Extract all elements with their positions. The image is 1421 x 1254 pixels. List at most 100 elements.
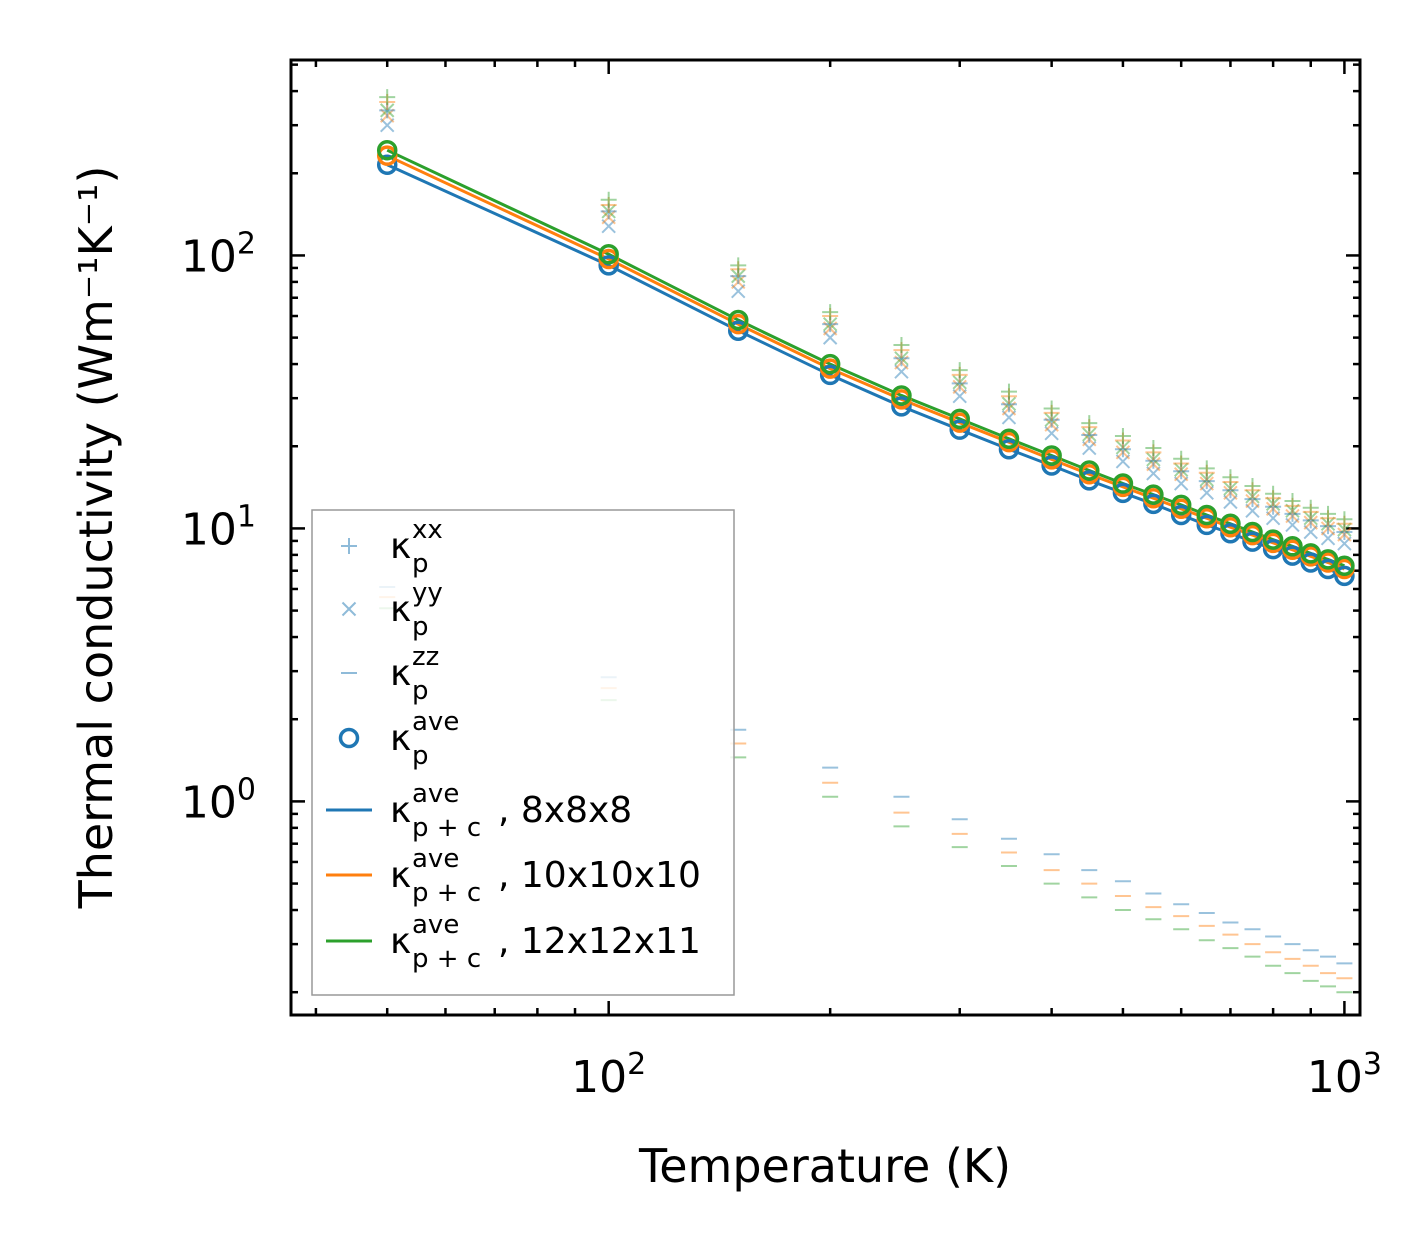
data-point	[1320, 518, 1337, 535]
data-point	[1282, 536, 1303, 557]
data-point	[1284, 493, 1301, 510]
data-point	[1115, 454, 1131, 469]
data-point	[1223, 485, 1238, 501]
data-point	[952, 389, 967, 404]
data-point	[1302, 499, 1319, 516]
data-point	[1145, 440, 1162, 457]
data-point	[1198, 460, 1215, 477]
data-point	[730, 257, 747, 274]
data-point	[1336, 515, 1353, 532]
data-point	[1146, 466, 1161, 481]
legend-label: κave p	[390, 707, 459, 771]
data-point	[1146, 452, 1161, 467]
data-point	[1320, 516, 1336, 531]
data-point	[1222, 482, 1239, 499]
data-point	[1143, 484, 1164, 505]
data-point	[1114, 432, 1131, 449]
data-point	[1081, 415, 1098, 432]
data-point	[1336, 524, 1353, 541]
y-axis-title: Thermal conductivity (Wm⁻¹K⁻¹)	[69, 166, 123, 910]
data-point	[1265, 501, 1281, 517]
legend-entry: κave p + c, 8x8x8	[326, 779, 632, 843]
data-point	[1223, 481, 1238, 496]
data-point	[951, 366, 968, 383]
data-point	[891, 396, 912, 417]
data-point	[951, 375, 968, 392]
tick-labels: 102 103 100 101 102	[181, 226, 1382, 1103]
data-point	[1000, 383, 1017, 400]
data-point	[1334, 565, 1355, 587]
data-point	[379, 93, 396, 110]
data-point	[1145, 444, 1162, 461]
legend-marker-swatch	[338, 727, 360, 749]
data-point	[1173, 462, 1189, 477]
data-point	[1041, 445, 1062, 466]
data-point	[1262, 538, 1284, 560]
data-point	[1114, 428, 1131, 445]
data-point	[1170, 494, 1192, 516]
data-point	[1334, 555, 1355, 576]
data-point	[601, 204, 616, 219]
data-point	[1043, 411, 1060, 428]
legend-label: κave p + c, 8x8x8	[390, 779, 632, 843]
data-point	[1044, 417, 1059, 432]
data-point	[822, 316, 838, 332]
data-point	[1198, 464, 1215, 481]
data-point	[1265, 496, 1281, 512]
data-point	[949, 408, 970, 430]
data-point	[1196, 504, 1218, 526]
data-point	[1173, 476, 1189, 491]
data-point	[1199, 472, 1214, 487]
data-point	[1199, 476, 1214, 491]
data-point	[1115, 440, 1131, 455]
data-point	[727, 309, 749, 331]
data-point	[601, 218, 616, 234]
data-point	[1081, 426, 1098, 443]
y-tick-label: 102	[181, 226, 256, 282]
data-point	[1337, 522, 1352, 537]
data-point	[1223, 494, 1238, 510]
data-point	[891, 385, 912, 406]
data-point	[379, 102, 396, 119]
data-point	[1245, 503, 1260, 519]
data-point	[893, 342, 910, 359]
data-point	[1302, 512, 1319, 529]
data-point	[822, 316, 839, 333]
data-point	[1173, 463, 1190, 480]
legend-box	[311, 509, 735, 996]
data-point	[731, 268, 746, 284]
data-point	[949, 419, 970, 440]
y-tick-label: 101	[181, 499, 256, 555]
data-point	[1082, 440, 1097, 456]
data-point	[1320, 531, 1336, 546]
data-point	[1199, 485, 1214, 501]
data-point	[1284, 497, 1301, 514]
data-point	[1044, 412, 1059, 428]
data-point	[1244, 478, 1261, 495]
data-point	[1170, 504, 1192, 526]
data-point	[600, 203, 617, 220]
data-point	[598, 255, 619, 276]
data-point	[1081, 419, 1098, 436]
data-point	[727, 320, 749, 341]
data-point	[822, 304, 839, 321]
legend-marker-swatch	[341, 538, 357, 554]
data-point	[1000, 396, 1017, 413]
data-point	[1043, 404, 1060, 421]
data-point	[1173, 466, 1189, 482]
data-point	[1265, 485, 1282, 502]
data-point	[1337, 527, 1352, 542]
series-x-8x8x8	[380, 118, 1352, 551]
legend-entry: κxx p	[341, 515, 443, 579]
data-point	[894, 355, 909, 370]
data-point	[1285, 517, 1300, 533]
data-point	[1222, 473, 1239, 490]
data-point	[998, 439, 1020, 460]
data-point	[894, 364, 909, 379]
data-point	[1222, 469, 1239, 486]
series-circle-12x12x11	[376, 139, 1355, 576]
data-point	[600, 191, 617, 208]
data-point	[1220, 523, 1241, 544]
